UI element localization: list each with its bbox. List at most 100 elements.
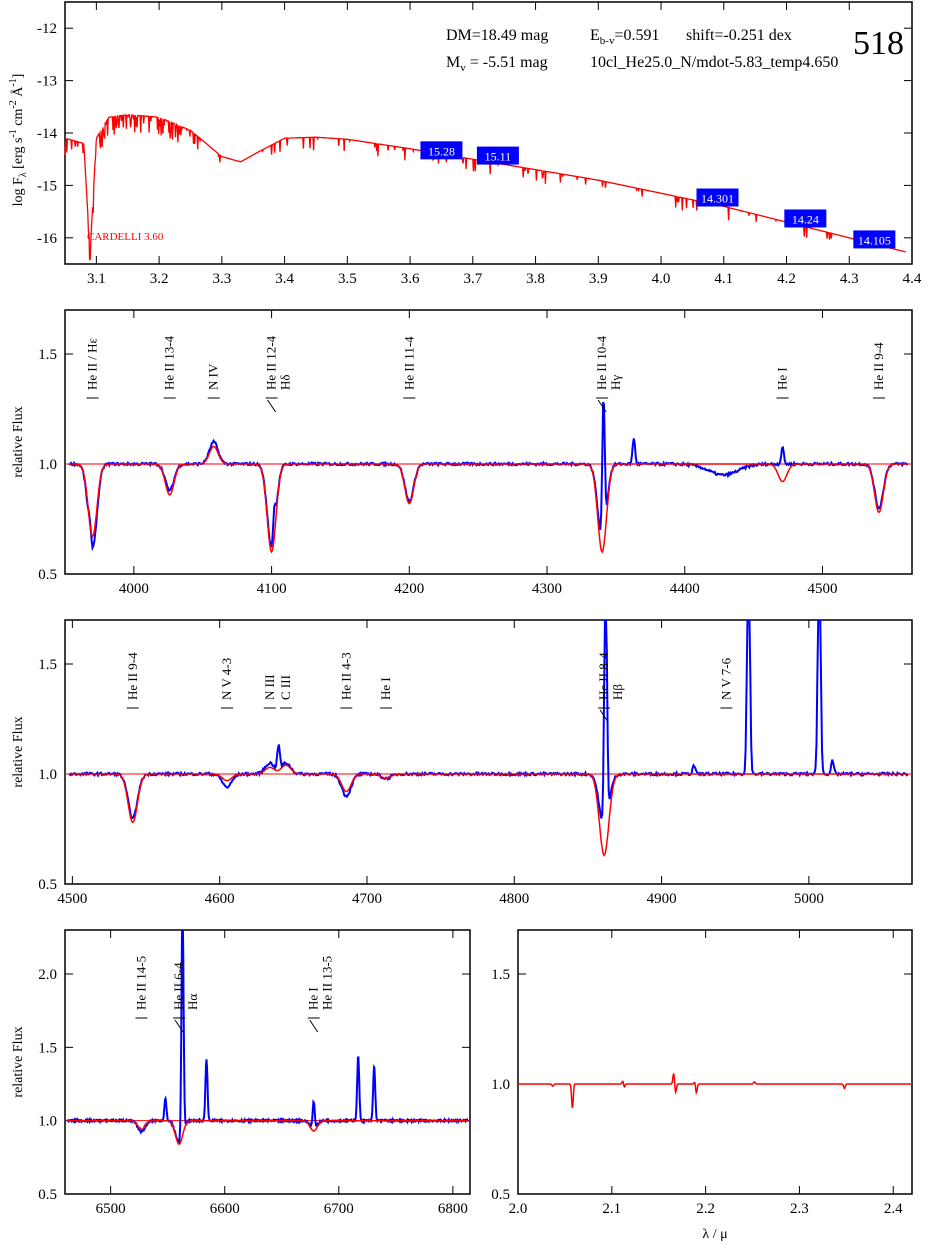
sed-y-axis-label: log Fλ [erg s-1 cm-2 Å-1]: [8, 74, 29, 207]
y-tick-label: 1.0: [491, 1077, 510, 1093]
panel-4-curves: [518, 1073, 912, 1109]
absolute-magnitude: Mv = -5.51 mag: [446, 54, 548, 74]
object-id: 518: [853, 25, 904, 62]
sed-x-axis: 3.1 3.2 3.3 3.4 3.5 3.6 3.7 3.8 3.9 4.0 4.1 4.2 4.3 4…: [87, 2, 922, 287]
line-id-label: He I: [306, 987, 321, 1010]
x-tick-label: 4800: [499, 891, 529, 907]
line-id-label: N IV: [206, 363, 221, 390]
line-id-label: He II 14-5: [133, 956, 148, 1010]
observed-spectrum: [68, 620, 909, 819]
panel-2-curves: [65, 620, 912, 857]
panel-1-axes: 4000 4100 4200 4300 4400 4500 0.5 1.0 1.5: [38, 310, 912, 597]
photometry-box: [476, 146, 519, 165]
y-tick-label: 0.5: [491, 1187, 510, 1203]
photometry-box: [853, 230, 896, 249]
x-tick-label: 4900: [647, 891, 677, 907]
line-id-label-2: Hγ: [608, 375, 623, 390]
x-tick-label: 3.8: [526, 271, 545, 287]
line-id-label: He II 12-4: [264, 335, 279, 390]
x-tick-label: 4.1: [714, 271, 733, 287]
x-tick-label: 4300: [532, 581, 562, 597]
photometry-label: 15.28: [428, 144, 455, 158]
blue-spectrum-panel-1: 4000 4100 4200 4300 4400 4500 0.5 1.0 1.5 He II …: [11, 309, 913, 597]
model-sed-line: [64, 114, 906, 261]
x-tick-label: 2.4: [884, 1201, 903, 1217]
y-tick-label: 2.0: [38, 967, 57, 983]
x-tick-label: 2.3: [790, 1201, 809, 1217]
x-tick-label: 2.0: [509, 1201, 528, 1217]
photometry-box: [696, 188, 739, 207]
line-id-connector: [309, 1019, 319, 1033]
line-id-label: N V 7-6: [718, 657, 733, 700]
x-tick-label: 4500: [57, 891, 87, 907]
line-id-label-2: Hδ: [278, 374, 293, 390]
photometry-label: 14.301: [701, 192, 734, 206]
photometry-label: 15.11: [485, 150, 512, 164]
line-id-label: N III: [262, 674, 277, 700]
y-tick-label: 0.5: [38, 567, 57, 583]
line-id-label: He II 10-4: [594, 335, 609, 390]
line-id-label: He I: [378, 677, 393, 700]
x-tick-label: 2.1: [602, 1201, 621, 1217]
observed-spectrum: [68, 401, 908, 552]
flux-shift: shift=-0.251 dex: [686, 27, 792, 44]
y-tick-label: 0.5: [38, 877, 57, 893]
line-id-label: C III: [278, 675, 293, 700]
x-tick-label: 6500: [96, 1201, 126, 1217]
line-id-label: N V 4-3: [219, 658, 234, 700]
x-tick-label: 3.2: [150, 271, 169, 287]
line-id-label: He II 6-4: [171, 962, 186, 1010]
panel-2-axes: 4500 4600 4700 4800 4900 5000 0.5 1.0 1.5: [38, 620, 912, 907]
sed-photometry-markers: 15.28 15.11 14.301 14.24 14.105: [420, 141, 896, 249]
line-id-label: He II 8-4: [596, 652, 611, 700]
observed-spectrum: [66, 930, 469, 1144]
x-tick-label: 4.4: [903, 271, 922, 287]
photometry-box: [784, 209, 827, 228]
photometry-label: 14.105: [858, 233, 891, 247]
x-tick-label: 6700: [324, 1201, 354, 1217]
infrared-panel: 2.0 2.1 2.2 2.3 2.4 0.5 1.0 1.5 λ / μ: [491, 929, 913, 1242]
x-tick-label: 4500: [807, 581, 837, 597]
panel-2-frame: [64, 619, 913, 885]
x-tick-label: 3.7: [463, 271, 482, 287]
x-tick-label: 4600: [205, 891, 235, 907]
panel-1-y-axis-label: relative Flux: [11, 406, 26, 477]
sed-panel: 3.1 3.2 3.3 3.4 3.5 3.6 3.7 3.8 3.9 4.0 4.1 4.2 4.3 4…: [8, 1, 922, 287]
line-id-label: He II 4-3: [338, 652, 353, 700]
x-tick-label: 4.0: [652, 271, 671, 287]
y-tick-label: 1.5: [491, 967, 510, 983]
x-tick-label: 3.1: [87, 271, 106, 287]
x-tick-label: 3.9: [589, 271, 608, 287]
panel-3-line-ids: He II 14-5 He II 6-4 Hα He I He II 13-5: [133, 956, 335, 1033]
panel-3-y-axis-label: relative Flux: [11, 1026, 26, 1097]
x-tick-label: 6800: [438, 1201, 468, 1217]
y-tick-label: -15: [37, 178, 57, 194]
x-tick-label: 4000: [119, 581, 149, 597]
photometry-box: [420, 141, 463, 160]
x-tick-label: 4.2: [777, 271, 796, 287]
sed-y-axis: -16 -15 -14 -13 -12: [37, 21, 912, 247]
x-tick-label: 6600: [210, 1201, 240, 1217]
line-id-label-2: He II 13-5: [320, 956, 335, 1010]
line-id-connector: [597, 399, 607, 413]
line-id-connector: [599, 709, 609, 723]
line-id-label: He II 9-4: [125, 652, 140, 700]
model-spectrum: [69, 445, 908, 554]
line-id-connector: [267, 399, 277, 413]
x-tick-label: 4100: [257, 581, 287, 597]
x-tick-label: 4700: [352, 891, 382, 907]
panel-1-frame: [64, 309, 913, 575]
distance-modulus: DM=18.49 mag: [446, 27, 548, 44]
y-tick-label: -16: [37, 231, 57, 247]
line-id-label: He II 9-4: [871, 342, 886, 390]
y-tick-label: 1.0: [38, 457, 57, 473]
model-name: 10cl_He25.0_N/mdot-5.83_temp4.650: [590, 54, 838, 71]
line-id-label: He II 11-4: [401, 336, 416, 390]
panel-1-line-ids: He II / Hε He II 13-4 N IV He II 12-4 Hδ He I…: [85, 335, 886, 413]
panel-3-frame: [64, 929, 471, 1195]
panel-2-line-ids: He II 9-4 N V 4-3 N III C III He II 4-3 He I H…: [125, 652, 733, 723]
x-tick-label: 4400: [670, 581, 700, 597]
line-id-label: He II / Hε: [85, 337, 100, 390]
x-tick-label: 3.6: [401, 271, 420, 287]
